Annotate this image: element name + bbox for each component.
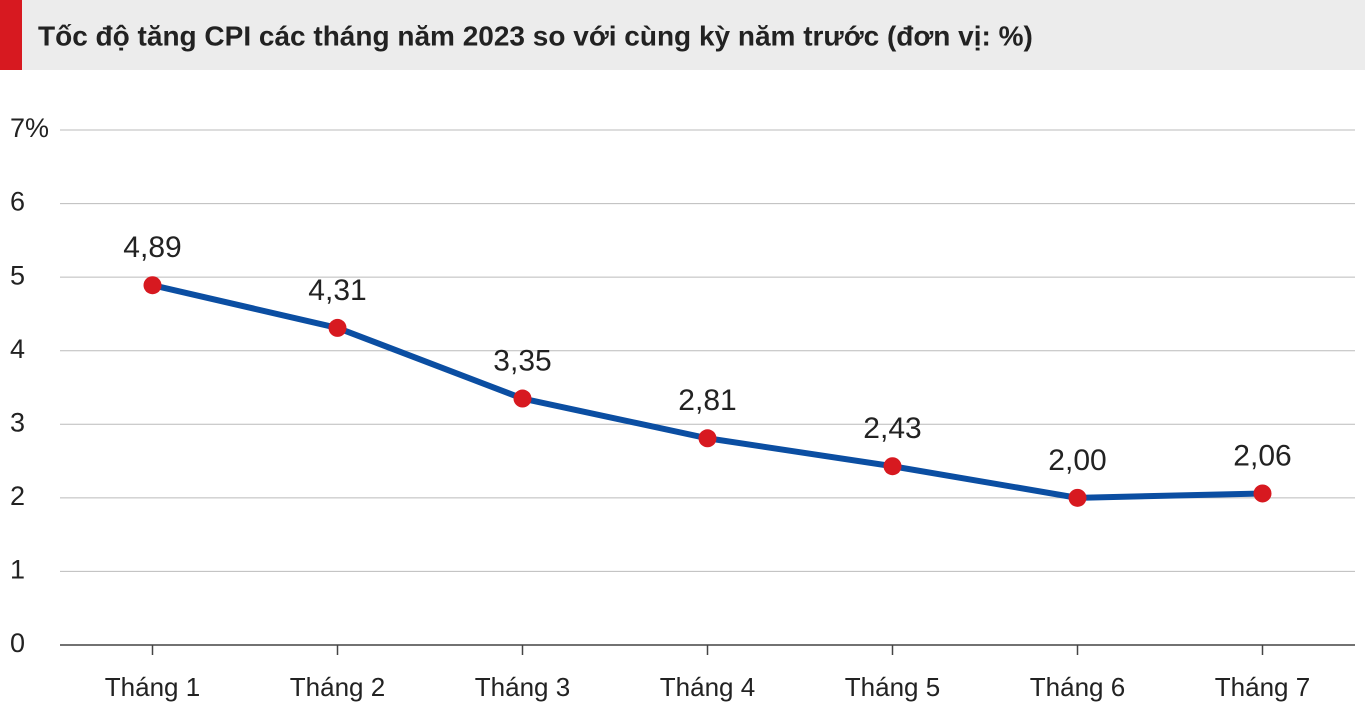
data-label: 2,06 [1233,439,1291,472]
data-label: 3,35 [493,344,551,377]
data-point [1068,488,1087,507]
y-tick-label: 3 [10,407,25,437]
x-tick-label: Tháng 4 [660,672,755,702]
data-point [328,318,347,337]
y-tick-label: 4 [10,334,25,364]
y-tick-label: 5 [10,260,25,290]
chart-title: Tốc độ tăng CPI các tháng năm 2023 so vớ… [38,20,1033,51]
data-label: 2,81 [678,384,736,417]
data-label: 4,89 [123,231,181,264]
y-tick-label: 6 [10,187,25,217]
title-accent [0,0,22,70]
y-tick-label: 2 [10,481,25,511]
title-bar [0,0,1365,70]
y-tick-label: 7% [10,113,49,143]
data-point [1253,484,1272,503]
x-tick-label: Tháng 6 [1030,672,1125,702]
y-tick-label: 0 [10,628,25,658]
data-point [513,389,532,408]
data-point [698,429,717,448]
x-tick-label: Tháng 1 [105,672,200,702]
data-label: 2,43 [863,412,921,445]
x-tick-label: Tháng 2 [290,672,385,702]
data-label: 2,00 [1048,444,1106,477]
y-tick-label: 1 [10,555,25,585]
x-tick-label: Tháng 5 [845,672,940,702]
data-point [143,276,162,295]
data-point [883,457,902,476]
data-label: 4,31 [308,274,366,307]
x-tick-label: Tháng 7 [1215,672,1310,702]
x-tick-label: Tháng 3 [475,672,570,702]
